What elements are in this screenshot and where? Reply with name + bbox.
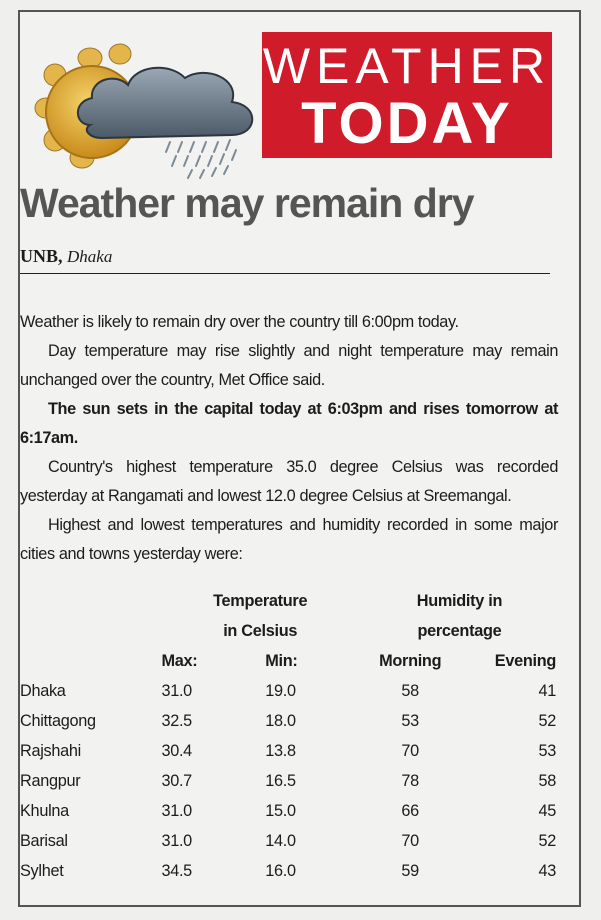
- min-cell: 15.0: [265, 801, 296, 820]
- min-cell: 18.0: [265, 711, 296, 730]
- humidity-group-label: percentage: [417, 621, 502, 640]
- morning-cell: 66: [401, 801, 419, 820]
- max-cell: 34.5: [161, 861, 192, 880]
- temperature-group-label: Temperature: [213, 591, 308, 610]
- headline: Weather may remain dry: [20, 180, 475, 226]
- max-cell: 30.4: [161, 741, 192, 760]
- article-body: Weather is likely to remain dry over the…: [20, 308, 558, 569]
- evening-cell: 52: [538, 831, 556, 850]
- table-row: Khulna 31.0 15.0 66 45: [20, 796, 556, 826]
- morning-cell: 70: [401, 831, 419, 850]
- col-evening: Evening: [494, 651, 557, 670]
- table-row: Dhaka 31.0 19.0 58 41: [20, 676, 556, 706]
- max-cell: 32.5: [161, 711, 192, 730]
- city-cell: Khulna: [20, 801, 69, 820]
- weather-today-banner: WEATHER TODAY: [262, 32, 552, 158]
- city-cell: Chittagong: [20, 711, 96, 730]
- paragraph: Country's highest temperature 35.0 degre…: [20, 458, 558, 505]
- evening-cell: 41: [538, 681, 556, 700]
- table-row: Sylhet 34.5 16.0 59 43: [20, 856, 556, 886]
- col-max: Max:: [161, 651, 198, 670]
- max-cell: 31.0: [161, 681, 192, 700]
- temperature-group-label: in Celsius: [223, 621, 298, 640]
- morning-cell: 70: [401, 741, 419, 760]
- evening-cell: 58: [538, 771, 556, 790]
- table-row: Barisal 31.0 14.0 70 52: [20, 826, 556, 856]
- table-group-header: Temperature Humidity in: [20, 586, 556, 616]
- city-cell: Barisal: [20, 831, 68, 850]
- min-cell: 16.0: [265, 861, 296, 880]
- humidity-group-label: Humidity in: [416, 591, 503, 610]
- max-cell: 31.0: [161, 801, 192, 820]
- paragraph: Day temperature may rise slightly and ni…: [20, 342, 558, 389]
- min-cell: 16.5: [265, 771, 296, 790]
- banner-line-2: TODAY: [301, 91, 513, 156]
- paragraph: Weather is likely to remain dry over the…: [20, 313, 459, 331]
- col-min: Min:: [265, 651, 298, 670]
- evening-cell: 52: [538, 711, 556, 730]
- banner-line-1: WEATHER: [262, 38, 552, 94]
- max-cell: 31.0: [161, 831, 192, 850]
- evening-cell: 45: [538, 801, 556, 820]
- rain-cloud-icon: [76, 66, 254, 179]
- morning-cell: 53: [401, 711, 419, 730]
- weather-table: Temperature Humidity in in Celsius perce…: [20, 586, 556, 886]
- paragraph-sun-times: The sun sets in the capital today at 6:0…: [20, 400, 558, 447]
- col-morning: Morning: [379, 651, 442, 670]
- min-cell: 19.0: [265, 681, 296, 700]
- city-cell: Dhaka: [20, 681, 66, 700]
- min-cell: 13.8: [265, 741, 296, 760]
- city-cell: Sylhet: [20, 861, 64, 880]
- byline-source: UNB,: [20, 246, 63, 266]
- city-cell: Rajshahi: [20, 741, 81, 760]
- byline: UNB, Dhaka: [20, 246, 550, 274]
- byline-location: Dhaka: [67, 247, 113, 266]
- max-cell: 30.7: [161, 771, 192, 790]
- weather-column: [18, 10, 581, 907]
- table-row: Chittagong 32.5 18.0 53 52: [20, 706, 556, 736]
- table-column-header: Max: Min: Morning Evening: [20, 646, 556, 676]
- evening-cell: 43: [538, 861, 556, 880]
- city-cell: Rangpur: [20, 771, 81, 790]
- table-row: Rajshahi 30.4 13.8 70 53: [20, 736, 556, 766]
- sun-rain-cloud-icon: [34, 43, 254, 179]
- paragraph: Highest and lowest temperatures and humi…: [20, 516, 558, 563]
- morning-cell: 59: [401, 861, 419, 880]
- table-row: Rangpur 30.7 16.5 78 58: [20, 766, 556, 796]
- morning-cell: 58: [401, 681, 419, 700]
- table-group-header: in Celsius percentage: [20, 616, 556, 646]
- morning-cell: 78: [401, 771, 419, 790]
- min-cell: 14.0: [265, 831, 296, 850]
- evening-cell: 53: [538, 741, 556, 760]
